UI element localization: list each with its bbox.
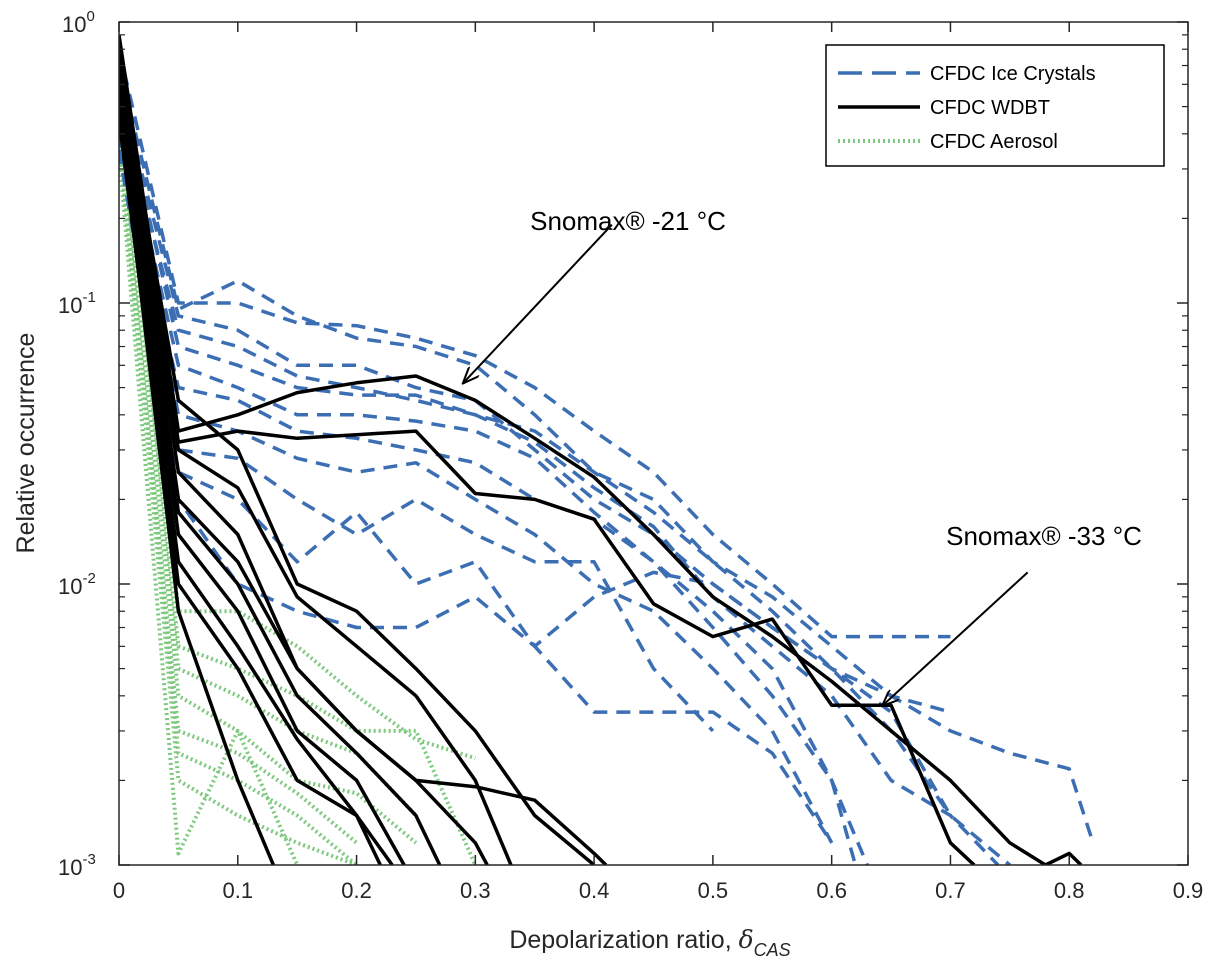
series-line-cfdc-aerosol-26 [119, 133, 358, 845]
x-axis-title-symbol: δ [739, 925, 754, 954]
series-line-cfdc-wdbt-18 [119, 94, 406, 865]
series-line-cfdc-ice-crystals-2 [119, 83, 1011, 865]
y-tick-exponent: 0 [86, 8, 94, 25]
x-tick-label: 0.4 [579, 878, 610, 903]
x-axis-title: Depolarization ratio, δCAS [509, 925, 790, 960]
series-line-cfdc-ice-crystals-9 [119, 133, 834, 844]
series-line-cfdc-ice-crystals-0 [119, 48, 951, 639]
series-line-cfdc-ice-crystals-10 [119, 149, 951, 714]
series-line-cfdc-ice-crystals-5 [119, 106, 869, 865]
x-tick-label: 0.1 [222, 878, 253, 903]
series-line-cfdc-aerosol-28 [119, 149, 300, 865]
x-tick-label: 0.6 [816, 878, 847, 903]
series-line-cfdc-ice-crystals-3 [119, 106, 952, 817]
x-tick-label: 0.2 [341, 878, 372, 903]
x-axis: 0 0.1 0.2 0.3 0.4 0.5 0.6 0.7 0.8 0.9 [113, 22, 1203, 903]
y-tick-label: 10-2 [58, 570, 96, 599]
annotations: Snomax® -21 °C Snomax® -33 °C [463, 206, 1142, 705]
series-line-cfdc-aerosol-23 [119, 84, 478, 865]
x-tick-label: 0.7 [935, 878, 966, 903]
legend-label: CFDC Ice Crystals [930, 63, 1096, 85]
x-tick-label: 0.5 [698, 878, 729, 903]
series-layer [119, 34, 1095, 865]
x-tick-label: 0 [113, 878, 125, 903]
annotation-arrow [883, 571, 1029, 705]
y-tick-exponent: -2 [82, 570, 95, 587]
legend: CFDC Ice Crystals CFDC WDBT CFDC Aerosol [825, 44, 1165, 167]
x-axis-title-text: Depolarization ratio, [509, 926, 738, 954]
series-line-cfdc-wdbt-12 [119, 48, 976, 865]
series-line-cfdc-wdbt-13 [119, 65, 596, 865]
series-line-cfdc-ice-crystals-1 [119, 65, 1095, 844]
series-line-cfdc-wdbt-11 [119, 34, 1083, 865]
x-tick-label: 0.8 [1054, 878, 1085, 903]
y-tick-label: 100 [62, 8, 95, 37]
series-line-cfdc-ice-crystals-6 [119, 133, 858, 865]
x-tick-label: 0.9 [1173, 878, 1204, 903]
x-axis-title-subscript: CAS [754, 940, 791, 960]
annotation-label: Snomax® -33 °C [946, 521, 1142, 551]
x-tick-label: 0.3 [460, 878, 491, 903]
annotation-arrow [463, 223, 613, 383]
annotation-label: Snomax® -21 °C [530, 206, 726, 236]
series-line-cfdc-wdbt-17 [119, 94, 442, 865]
series-line-cfdc-aerosol-24 [119, 106, 418, 817]
series-line-cfdc-ice-crystals-4 [119, 83, 1000, 865]
y-tick-exponent: -3 [82, 851, 95, 868]
y-tick-label: 10-1 [58, 289, 96, 318]
series-line-cfdc-wdbt-14 [119, 74, 513, 865]
y-tick-label: 10-3 [58, 851, 96, 880]
series-line-cfdc-wdbt-21 [119, 119, 394, 865]
y-axis-title: Relative occurrence [12, 333, 40, 554]
plot-frame [118, 21, 1189, 866]
series-line-cfdc-wdbt-16 [119, 84, 489, 865]
legend-label: CFDC Aerosol [930, 131, 1058, 153]
y-tick-exponent: -1 [82, 289, 95, 306]
series-line-cfdc-wdbt-15 [119, 84, 608, 865]
legend-label: CFDC WDBT [930, 97, 1050, 119]
